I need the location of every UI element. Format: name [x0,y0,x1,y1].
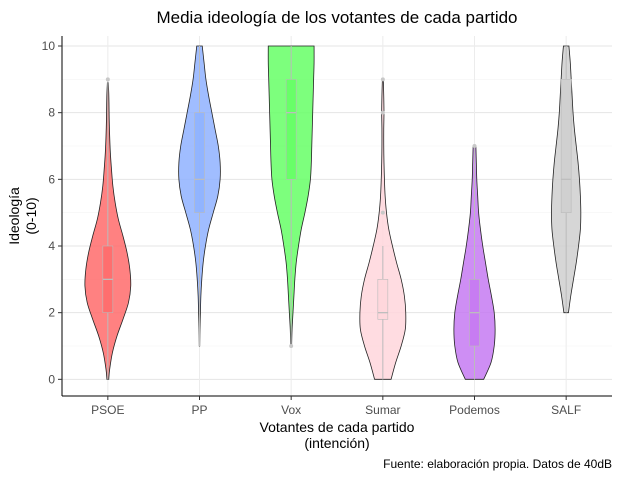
y-tick-label: 10 [42,39,56,53]
y-tick-labels: 0 2 4 6 8 10 [42,39,62,386]
violin-salf [551,45,582,314]
box-iqr [194,112,205,213]
x-axis-subtitle: (intención) [304,435,369,451]
y-tick-label: 0 [48,372,55,386]
y-tick-label: 2 [48,306,55,320]
violin-vox [267,45,315,348]
y-axis-subtitle: (0-10) [23,197,39,234]
outlier-point [380,210,385,215]
y-tick-label: 8 [48,106,55,120]
y-axis-title: Ideología [6,187,22,245]
x-tick-label: Vox [281,403,301,417]
outlier-point [380,77,385,82]
y-tick-label: 4 [48,239,55,253]
x-tick-label: PSOE [91,403,124,417]
outlier-point [289,344,294,348]
axes [61,36,612,397]
chart-title: Media ideología de los votantes de cada … [156,8,517,27]
violin-layer [84,45,582,380]
box-iqr [377,279,389,320]
violin-podemos [453,144,496,380]
outlier-point [105,77,110,82]
plot-panel [62,36,612,396]
x-tick-labels: PSOE PP Vox Sumar Podemos SALF [91,396,581,417]
x-tick-label: SALF [551,403,581,417]
chart-caption: Fuente: elaboración propia. Datos de 40d… [383,457,612,471]
box-iqr [560,79,572,213]
box-iqr [285,79,297,180]
y-tick-label: 6 [48,172,55,186]
outlier-point [472,144,477,148]
outlier-point [380,110,385,115]
x-axis-title: Votantes de cada partido [260,419,415,435]
violin-psoe [84,77,132,380]
x-tick-label: Sumar [365,403,400,417]
violin-sumar [359,77,407,380]
x-tick-label: PP [191,403,207,417]
x-tick-label: Podemos [449,403,500,417]
violin-pp [178,45,221,347]
